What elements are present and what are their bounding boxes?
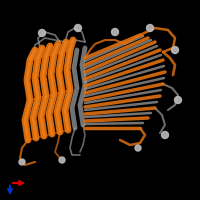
Circle shape bbox=[38, 29, 46, 36]
Circle shape bbox=[162, 132, 168, 139]
Circle shape bbox=[146, 24, 154, 31]
Circle shape bbox=[174, 97, 182, 104]
Circle shape bbox=[172, 46, 179, 53]
Circle shape bbox=[135, 145, 141, 151]
Circle shape bbox=[112, 28, 118, 36]
Circle shape bbox=[19, 159, 25, 165]
Circle shape bbox=[59, 157, 65, 163]
Circle shape bbox=[74, 24, 82, 31]
